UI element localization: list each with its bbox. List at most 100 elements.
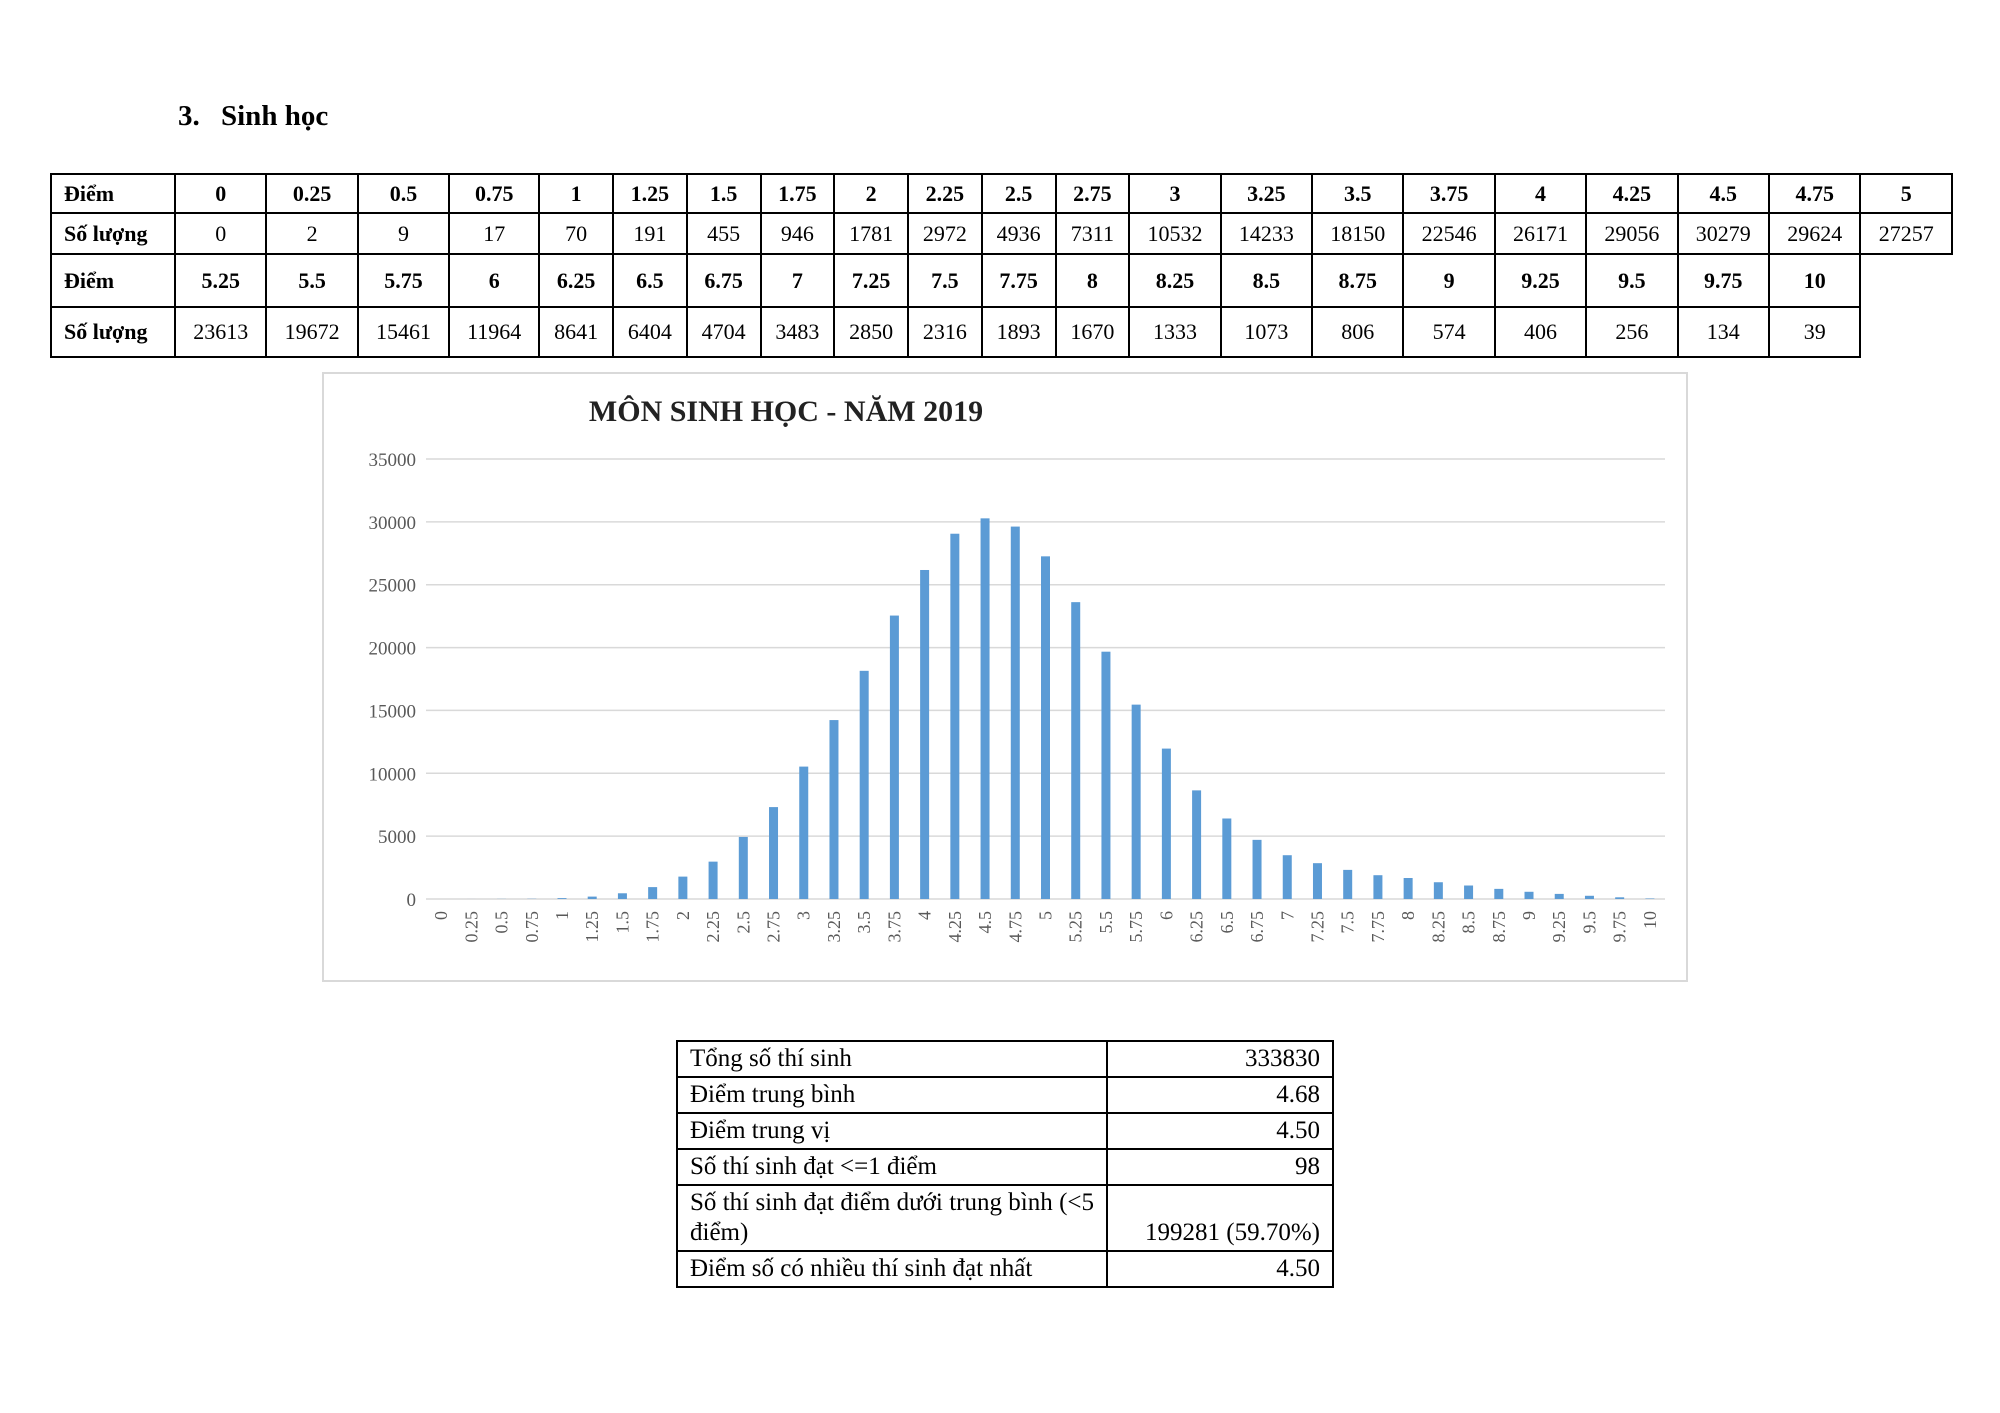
y-tick-label: 10000 [369,764,417,785]
table-cell: 256 [1585,306,1679,358]
table-cell: 15461 [356,306,451,358]
summary-value: 333830 [1106,1040,1334,1078]
bar [920,569,930,899]
table-cell: 6.75 [685,253,762,308]
table-cell: 5.75 [356,253,451,308]
x-tick-label: 6.25 [1187,911,1207,943]
y-tick-label: 25000 [369,576,417,597]
bar [1615,897,1625,899]
bar [1131,704,1141,899]
table-cell: 574 [1402,306,1496,358]
table-cell: 6404 [612,306,688,358]
chart-title: MÔN SINH HỌC - NĂM 2019 [589,395,983,428]
table-cell: 9 [356,212,451,255]
summary-row: Tổng số thí sinh 333830 [676,1040,1334,1078]
bar [889,615,899,899]
table-cell: 2.75 [1054,173,1131,214]
table-cell: 3.5 [1311,173,1405,214]
bar [708,861,718,899]
summary-label: Điểm trung bình [676,1076,1108,1114]
x-tick-label: 2.25 [703,911,723,943]
bar [648,887,658,899]
x-tick-label: 7.5 [1338,911,1358,934]
table-cell: 10 [1767,253,1862,308]
score-row: Điểm 5.25 5.5 5.75 6 6.25 6.5 6.75 7 7.25 7.5 7.75 8… [50,253,1952,308]
table-cell: 8 [1054,253,1131,308]
x-tick-label: 1.5 [612,911,632,934]
table-cell: 406 [1493,306,1588,358]
x-tick-label: 9.25 [1549,911,1569,943]
table-cell: 27257 [1859,212,1953,255]
row-label: Số lượng [50,306,176,358]
table-cell: 5.25 [173,253,268,308]
table-cell: 10532 [1128,212,1222,255]
summary-value: 4.50 [1106,1250,1334,1288]
table-cell: 1.25 [612,173,688,214]
table-cell: 455 [685,212,762,255]
x-tick-label: 5.25 [1066,911,1086,943]
table-cell: 1 [538,173,615,214]
bar [769,807,779,899]
table-cell: 4936 [980,212,1057,255]
x-tick-label: 3.25 [824,911,844,943]
table-cell: 26171 [1493,212,1588,255]
row-label: Điểm [50,253,176,308]
x-tick-label: 0.25 [461,911,481,943]
bar [738,836,748,899]
summary-row: Số thí sinh đạt <=1 điểm 98 [676,1148,1334,1186]
section-title: Sinh học [221,100,329,132]
x-tick-label: 1.75 [643,911,663,943]
bar [799,766,809,899]
table-cell: 1893 [980,306,1057,358]
x-tick-label: 8.5 [1459,911,1479,934]
count-row: Số lượng 0 2 9 17 70 191 455 946 1781 2972 4936 7311… [50,212,1953,255]
table-cell: 70 [538,212,615,255]
x-tick-label: 5.75 [1126,911,1146,943]
table-cell: 6 [448,253,541,308]
table-cell: 2316 [907,306,983,358]
table-cell: 8.75 [1311,253,1405,308]
summary-label: Điểm trung vị [676,1112,1108,1150]
summary-value: 4.50 [1106,1112,1334,1150]
bar [678,876,688,899]
table-cell: 0.25 [265,173,359,214]
table-cell: 1.75 [759,173,836,214]
bar [859,670,869,899]
x-tick-label: 0 [431,911,451,920]
x-tick-label: 6.5 [1217,911,1237,934]
y-tick-label: 15000 [369,701,417,722]
x-tick-label: 9 [1519,911,1539,920]
score-row: Điểm 0 0.25 0.5 0.75 1 1.25 1.5 1.75 2 2.25 2.5 2.75… [50,173,1953,214]
x-tick-label: 1 [552,911,572,920]
bar [1403,878,1413,899]
table-cell: 806 [1311,306,1405,358]
x-tick-label: 2 [673,911,693,920]
table-cell: 3483 [759,306,836,358]
summary-label: Số thí sinh đạt điểm dưới trung bình (<5… [676,1184,1108,1252]
table-cell: 2.5 [980,173,1057,214]
bar [1584,895,1594,899]
x-tick-label: 5 [1036,911,1056,920]
x-tick-label: 4.25 [945,911,965,943]
table-cell: 4.25 [1585,173,1679,214]
table-cell: 0.75 [448,173,541,214]
x-tick-label: 3 [794,911,814,920]
x-tick-label: 7.75 [1368,911,1388,943]
table-cell: 0.5 [356,173,451,214]
x-tick-label: 2.75 [764,911,784,943]
x-tick-label: 6.75 [1247,911,1267,943]
table-cell: 7.75 [980,253,1057,308]
bar [1101,651,1111,899]
table-cell: 8.5 [1219,253,1314,308]
table-cell: 3 [1128,173,1222,214]
bar [950,533,960,899]
section-heading: 3. Sinh học [178,100,328,133]
table-cell: 3.25 [1219,173,1314,214]
empty-cell [1860,307,1952,357]
row-label: Điểm [50,173,176,214]
table-cell: 2850 [833,306,910,358]
chart-frame: MÔN SINH HỌC - NĂM 2019 0 5000 10000 15000 2… [322,372,1688,982]
bar [587,896,597,899]
x-tick-label: 6 [1156,911,1176,920]
table-cell: 3.75 [1402,173,1496,214]
